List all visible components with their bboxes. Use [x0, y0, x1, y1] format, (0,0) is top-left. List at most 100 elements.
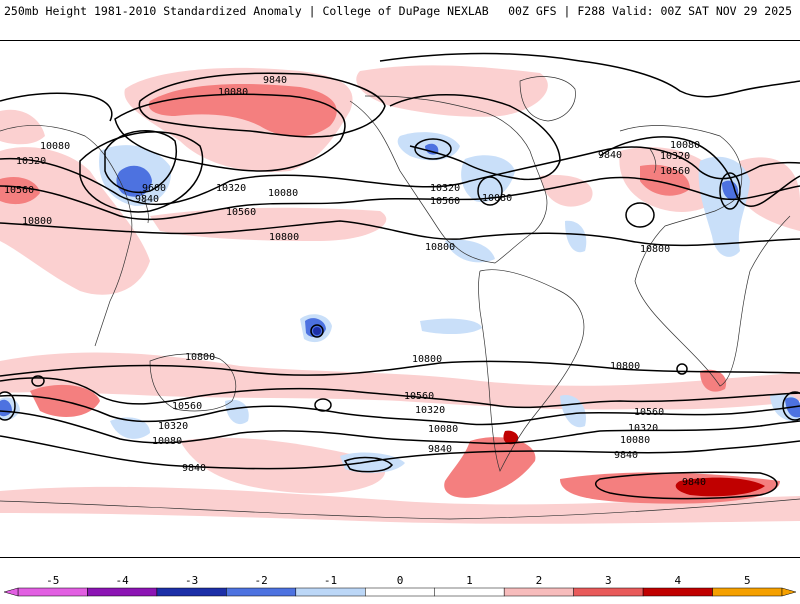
contour-closed-atlantic-high	[625, 202, 655, 228]
contour-9840-arctic	[379, 52, 800, 98]
map-background	[0, 41, 800, 557]
legend-color-cell	[434, 587, 505, 597]
contour-10080-atlantic	[389, 94, 561, 181]
run-valid-time: 00Z GFS | F288 Valid: 00Z SAT NOV 29 202…	[508, 4, 792, 18]
pos-area-asia	[0, 147, 150, 295]
legend-min-arrow	[3, 587, 19, 597]
contour-label: 9840	[598, 150, 622, 161]
pos-area-south-pacific	[180, 437, 386, 494]
contour-label: 10320	[158, 421, 188, 432]
legend-tick-label: -3	[185, 574, 198, 587]
contour-9840-southern-closed	[594, 471, 778, 500]
contour-10320-southern	[0, 394, 800, 426]
contour-label: 10080	[620, 435, 650, 446]
coast-greenland	[519, 76, 576, 122]
contour-9840-southern	[0, 435, 800, 470]
contour-closed-south-pacific	[343, 456, 393, 473]
coast-asia	[0, 125, 133, 347]
legend-color-cell	[17, 587, 88, 597]
contour-closed-south-atlantic	[676, 363, 688, 375]
contour-label: 10080	[428, 424, 458, 435]
legend-color-cell	[365, 587, 435, 597]
neg-area-mid-atlantic	[565, 220, 587, 253]
contour-closed-west-indian-low	[31, 375, 45, 387]
legend-color-cell	[226, 587, 297, 597]
legend-color-cell	[573, 587, 644, 597]
contour-9840-western-ridge	[0, 92, 113, 122]
contour-closed-hudson	[414, 138, 452, 160]
contour-closed-central-pacific	[310, 324, 324, 338]
neg-core-east-asia-trough	[116, 165, 152, 197]
height-contours	[0, 52, 800, 500]
contour-trough-east-asia-inner	[104, 130, 177, 193]
contour-label: 10560	[172, 401, 202, 412]
legend-color-cell	[642, 587, 713, 597]
legend-tick-label: 4	[675, 574, 682, 587]
legend-tick-labels: -5 -4 -3 -2 -1 0 1 2 3 4 5	[46, 574, 750, 587]
neg-area-tropical-atlantic	[420, 318, 482, 335]
legend-color-cell	[156, 587, 227, 597]
neg-core-europe-trough	[722, 180, 739, 200]
legend-tick-label: 0	[397, 574, 404, 587]
legend-tick-label: -1	[324, 574, 337, 587]
contour-label: 10800	[425, 242, 455, 253]
strong-negative-anomaly-areas	[313, 327, 321, 335]
contour-label: 10320	[430, 183, 460, 194]
legend-tick-label: -5	[46, 574, 59, 587]
contour-label: 10560	[660, 166, 690, 177]
legend-color-cell	[295, 587, 366, 597]
legend-color-cells	[3, 587, 797, 597]
neg-peak-central-pacific	[313, 327, 321, 335]
contour-label: 10560	[430, 196, 460, 207]
legend-tick-label: -4	[116, 574, 130, 587]
contour-closed-far-east	[782, 391, 800, 421]
contour-label: 9600	[142, 183, 166, 194]
contour-10080-europe	[599, 136, 800, 207]
contour-label: 10800	[412, 354, 442, 365]
contour-label: 10080	[218, 87, 248, 98]
pos-core-north-pacific	[148, 83, 337, 137]
coast-antarctica	[0, 498, 800, 520]
coast-australia	[149, 353, 237, 412]
contour-label: 9840	[682, 477, 706, 488]
contour-label: 10080	[40, 141, 70, 152]
contour-label: 9840	[263, 75, 287, 86]
pos-core-europe	[640, 164, 690, 196]
contour-label: 10320	[216, 183, 246, 194]
pos-peak-southern-ocean	[675, 477, 765, 497]
contour-label: 9840	[182, 463, 206, 474]
contour-10800-southern	[0, 360, 800, 377]
map-title: 250mb Height 1981-2010 Standardized Anom…	[4, 4, 489, 18]
contour-closed-far-west	[0, 391, 16, 421]
legend-tick-label: 2	[536, 574, 543, 587]
contour-label: 10320	[660, 151, 690, 162]
legend-tick-label: 5	[744, 574, 751, 587]
strong-positive-anomaly-areas	[503, 430, 765, 497]
contour-label: 10320	[415, 405, 445, 416]
pos-area-indian-ocean	[0, 109, 45, 145]
legend-tick-label: -2	[254, 574, 267, 587]
contour-label: 10320	[16, 156, 46, 167]
legend-color-cell	[712, 587, 783, 597]
contour-label: 10080	[268, 188, 298, 199]
contour-10080-southern	[0, 410, 800, 445]
contour-closed-great-lakes	[477, 176, 503, 206]
contour-10320-hemispheric	[0, 146, 800, 206]
neg-area-central-america	[445, 239, 495, 263]
anomaly-map: 9840 10080 10080 10320 10560 9600 9840 1…	[0, 40, 800, 558]
contour-label: 10800	[610, 361, 640, 372]
coast-north-america	[349, 95, 548, 264]
contour-label: 10560	[226, 207, 256, 218]
legend-max-arrow	[781, 587, 797, 597]
pos-core-western-asia	[0, 176, 40, 205]
legend-color-cell	[87, 587, 158, 597]
coast-europe-africa	[619, 125, 791, 387]
contour-label: 10080	[152, 436, 182, 447]
contour-label: 9840	[135, 194, 159, 205]
contour-label: 10560	[4, 185, 34, 196]
contour-label: 10560	[404, 391, 434, 402]
contour-closed-europe-trough	[719, 172, 741, 210]
contour-10560-hemispheric	[0, 176, 800, 221]
pos-area-antarctic-belt	[0, 486, 800, 524]
contour-label: 9840	[614, 450, 638, 461]
